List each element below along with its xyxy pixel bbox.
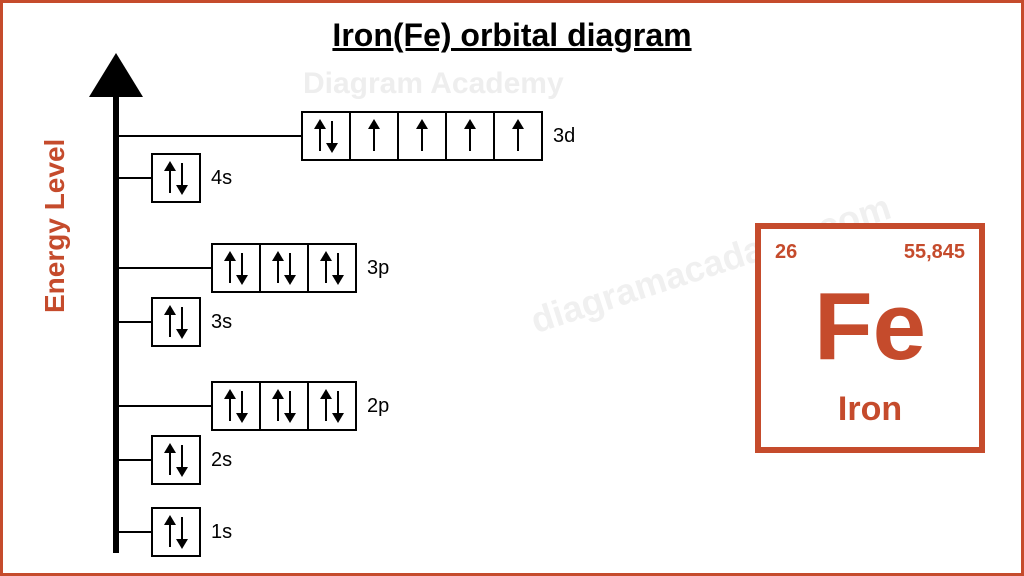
orbital-level-2p: 2p (119, 381, 389, 431)
orbital-box (301, 111, 351, 161)
axis-tick (119, 405, 141, 407)
axis-tick (119, 531, 141, 533)
orbital-label: 3p (367, 257, 389, 280)
orbital-label: 4s (211, 167, 232, 190)
orbital-level-4s: 4s (119, 153, 232, 203)
element-card: 26 55,845 Fe Iron (755, 223, 985, 453)
spin-up-icon (272, 251, 284, 285)
orbital-boxes (211, 381, 357, 431)
axis-tick (119, 321, 141, 323)
orbital-label: 2p (367, 395, 389, 418)
orbital-label: 3d (553, 125, 575, 148)
orbital-box (151, 507, 201, 557)
axis-tick (119, 177, 141, 179)
orbital-boxes (151, 297, 201, 347)
orbital-box (349, 111, 399, 161)
orbital-box (445, 111, 495, 161)
orbital-boxes (151, 507, 201, 557)
level-connector (141, 267, 211, 269)
element-mass: 55,845 (904, 241, 965, 264)
spin-up-icon (164, 161, 176, 195)
spin-up-icon (464, 119, 476, 153)
orbital-label: 2s (211, 449, 232, 472)
level-connector (141, 459, 151, 461)
spin-down-icon (332, 251, 344, 285)
spin-up-icon (512, 119, 524, 153)
spin-down-icon (284, 389, 296, 423)
orbital-box (211, 381, 261, 431)
spin-down-icon (332, 389, 344, 423)
orbital-box (307, 243, 357, 293)
spin-up-icon (314, 119, 326, 153)
spin-up-icon (272, 389, 284, 423)
spin-up-icon (164, 305, 176, 339)
orbital-box (307, 381, 357, 431)
orbital-boxes (151, 435, 201, 485)
orbital-box (151, 297, 201, 347)
level-connector (141, 135, 301, 137)
spin-down-icon (284, 251, 296, 285)
spin-down-icon (176, 443, 188, 477)
spin-down-icon (176, 515, 188, 549)
level-connector (141, 321, 151, 323)
orbital-box (259, 381, 309, 431)
orbital-boxes (301, 111, 543, 161)
spin-up-icon (320, 389, 332, 423)
orbital-box (493, 111, 543, 161)
orbital-box (259, 243, 309, 293)
element-symbol: Fe (761, 279, 979, 375)
diagram-title: Iron(Fe) orbital diagram (3, 17, 1021, 54)
orbital-label: 1s (211, 521, 232, 544)
spin-down-icon (326, 119, 338, 153)
orbital-box (211, 243, 261, 293)
spin-up-icon (164, 515, 176, 549)
spin-up-icon (320, 251, 332, 285)
spin-up-icon (224, 389, 236, 423)
orbital-level-2s: 2s (119, 435, 232, 485)
spin-up-icon (416, 119, 428, 153)
orbital-label: 3s (211, 311, 232, 334)
spin-down-icon (236, 389, 248, 423)
watermark-text: Diagram Academy (303, 67, 564, 101)
orbital-box (151, 153, 201, 203)
orbital-box (151, 435, 201, 485)
y-axis-label: Energy Level (39, 139, 71, 313)
orbital-boxes (211, 243, 357, 293)
orbital-box (397, 111, 447, 161)
spin-down-icon (176, 161, 188, 195)
level-connector (141, 531, 151, 533)
orbital-level-1s: 1s (119, 507, 232, 557)
orbital-boxes (151, 153, 201, 203)
axis-arrowhead-icon (89, 53, 143, 97)
spin-down-icon (236, 251, 248, 285)
spin-up-icon (368, 119, 380, 153)
level-connector (141, 405, 211, 407)
orbital-level-3p: 3p (119, 243, 389, 293)
element-name: Iron (761, 390, 979, 429)
level-connector (141, 177, 151, 179)
axis-tick (119, 459, 141, 461)
spin-up-icon (224, 251, 236, 285)
element-atomic-number: 26 (775, 241, 797, 264)
axis-tick (119, 135, 141, 137)
spin-down-icon (176, 305, 188, 339)
orbital-level-3s: 3s (119, 297, 232, 347)
spin-up-icon (164, 443, 176, 477)
axis-tick (119, 267, 141, 269)
